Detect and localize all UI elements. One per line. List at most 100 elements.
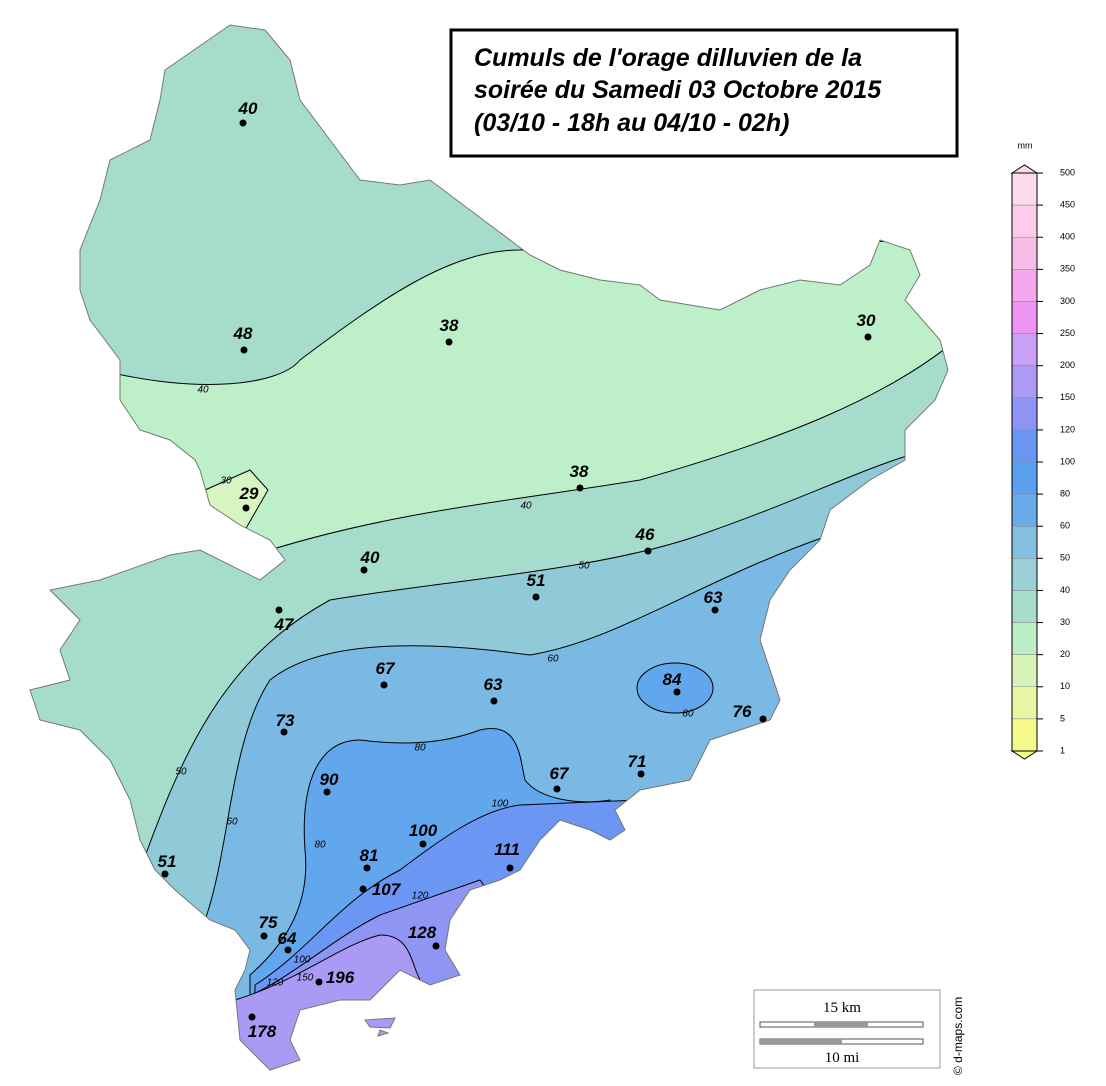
- scale-bar: [760, 1039, 842, 1044]
- legend-unit: mm: [1018, 140, 1033, 150]
- contour-label: 50: [578, 561, 590, 572]
- legend-tick-label: 30: [1060, 617, 1070, 627]
- legend-tip: [1010, 750, 1039, 760]
- station-value: 29: [239, 484, 259, 503]
- station-value: 30: [857, 311, 876, 330]
- legend-tick-label: 250: [1060, 328, 1075, 338]
- legend-cell: [1011, 301, 1038, 334]
- station-value: 107: [372, 880, 402, 899]
- title-line: soirée du Samedi 03 Octobre 2015: [474, 76, 882, 104]
- contour-label: 30: [220, 476, 232, 487]
- contour-label: 40: [520, 501, 532, 512]
- scale-bar: [814, 1022, 868, 1027]
- legend: 5004504003503002502001501201008060504030…: [1010, 164, 1075, 760]
- station-value: 73: [276, 711, 295, 730]
- legend-tick-label: 150: [1060, 392, 1075, 402]
- legend-tick-label: 300: [1060, 296, 1075, 306]
- station-dot: [673, 688, 681, 696]
- contour-label: 40: [197, 385, 209, 396]
- contour-label: 100: [492, 799, 509, 810]
- contour-label: 150: [297, 973, 314, 984]
- station-value: 196: [326, 968, 355, 987]
- legend-cell: [1011, 558, 1038, 591]
- station-dot: [490, 697, 498, 705]
- station-dot: [532, 593, 540, 601]
- contour-label: 120: [412, 891, 429, 902]
- station-dot: [432, 942, 440, 950]
- station-value: 76: [733, 702, 752, 721]
- legend-cell: [1011, 397, 1038, 431]
- legend-tick-label: 20: [1060, 649, 1070, 659]
- station-dot: [323, 788, 331, 796]
- title-box: [449, 28, 959, 158]
- legend-cell: [1011, 172, 1038, 206]
- station-dot: [315, 978, 323, 986]
- contour-label: 80: [314, 840, 326, 851]
- legend-cell: [1011, 236, 1038, 270]
- credit: © d-maps.com: [951, 997, 965, 1075]
- station-dot: [576, 484, 584, 492]
- station-value: 128: [408, 923, 437, 942]
- contour-label: 100: [294, 955, 311, 966]
- station-dot: [242, 504, 250, 512]
- legend-tick-label: 200: [1060, 360, 1075, 370]
- station-value: 47: [274, 615, 295, 634]
- legend-tick-label: 500: [1060, 167, 1075, 177]
- station-dot: [260, 932, 268, 940]
- legend-cell: [1011, 622, 1038, 655]
- legend-cell: [1011, 269, 1038, 302]
- contour-label: 80: [414, 743, 426, 754]
- station-dot: [864, 333, 872, 341]
- station-dot: [240, 346, 248, 354]
- station-value: 46: [635, 525, 655, 544]
- legend-tip: [1010, 164, 1039, 174]
- station-dot: [759, 715, 767, 723]
- station-value: 64: [278, 929, 297, 948]
- legend-tick-label: 50: [1060, 553, 1070, 563]
- station-value: 111: [494, 840, 520, 859]
- islands: [364, 1017, 396, 1037]
- station-value: 67: [376, 659, 396, 678]
- station-dot: [711, 606, 719, 614]
- legend-cell: [1011, 590, 1038, 623]
- legend-cell: [1011, 525, 1038, 559]
- zone-80-100: [636, 662, 714, 714]
- contour-labels: 40 40 30 50 60 80 80 50 60 80 100 120 100 120 150: [175, 385, 694, 989]
- title-line: (03/10 - 18h au 04/10 - 02h): [474, 109, 789, 137]
- station-value: 63: [484, 675, 503, 694]
- legend-tick-label: 450: [1060, 199, 1075, 209]
- legend-cell: [1011, 718, 1038, 752]
- legend-tick-label: 40: [1060, 585, 1070, 595]
- title-line: Cumuls de l'orage dilluvien de la: [474, 44, 862, 72]
- station-value: 63: [704, 588, 723, 607]
- legend-tick-label: 80: [1060, 488, 1070, 498]
- station-value: 38: [570, 462, 589, 481]
- station-value: 84: [663, 670, 682, 689]
- legend-tick-label: 120: [1060, 424, 1075, 434]
- station-value: 40: [238, 99, 258, 118]
- station-dot: [637, 770, 645, 778]
- legend-tick-label: 60: [1060, 521, 1070, 531]
- station-value: 51: [158, 852, 177, 871]
- legend-tick-label: 400: [1060, 232, 1075, 242]
- legend-cell: [1011, 333, 1038, 366]
- station-value: 40: [360, 548, 380, 567]
- station-dot: [280, 728, 288, 736]
- stations: 40 48 38 30 29 38 46 40 51 47 63 67 63 84 76 73 90 67 71 10…: [158, 99, 876, 1041]
- station-value: 75: [259, 913, 278, 932]
- station-dot: [239, 119, 247, 127]
- legend-cell: [1011, 493, 1038, 527]
- zone-30-40: [99, 239, 948, 551]
- station-dot: [248, 1013, 256, 1021]
- contour-label: 80: [682, 709, 694, 720]
- legend-cell: [1011, 365, 1038, 399]
- station-dot: [419, 840, 427, 848]
- contour-label: 60: [547, 654, 559, 665]
- station-dot: [380, 681, 388, 689]
- station-value: 38: [440, 316, 459, 335]
- station-value: 48: [233, 324, 253, 343]
- scale-box: [753, 989, 941, 1069]
